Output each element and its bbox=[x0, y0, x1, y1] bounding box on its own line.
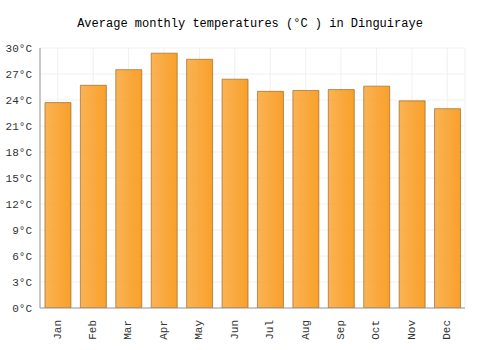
svg-text:Oct: Oct bbox=[370, 320, 382, 340]
svg-text:Aug: Aug bbox=[300, 320, 312, 340]
svg-text:May: May bbox=[193, 320, 205, 340]
svg-text:18°C: 18°C bbox=[8, 147, 32, 159]
svg-text:9°C: 9°C bbox=[12, 225, 32, 237]
svg-text:Nov: Nov bbox=[406, 320, 418, 340]
svg-text:Jun: Jun bbox=[229, 320, 241, 340]
svg-text:3°C: 3°C bbox=[12, 277, 32, 289]
svg-text:Mar: Mar bbox=[122, 320, 134, 340]
svg-text:12°C: 12°C bbox=[8, 199, 32, 211]
svg-text:30°C: 30°C bbox=[8, 43, 32, 55]
svg-text:0°C: 0°C bbox=[12, 303, 32, 315]
svg-text:Apr: Apr bbox=[158, 320, 170, 340]
svg-text:24°C: 24°C bbox=[8, 95, 32, 107]
svg-text:Jan: Jan bbox=[52, 320, 64, 340]
svg-text:6°C: 6°C bbox=[12, 251, 32, 263]
svg-text:Jul: Jul bbox=[264, 320, 276, 340]
svg-text:Dec: Dec bbox=[441, 320, 453, 340]
svg-text:21°C: 21°C bbox=[8, 121, 32, 133]
svg-text:Sep: Sep bbox=[335, 320, 347, 340]
html-text:Average monthly temperatures (: Average monthly temperatures (°C ) in Di… bbox=[77, 17, 423, 31]
svg-text:15°C: 15°C bbox=[8, 173, 32, 185]
svg-text:27°C: 27°C bbox=[8, 69, 32, 81]
svg-text:Feb: Feb bbox=[87, 320, 99, 340]
